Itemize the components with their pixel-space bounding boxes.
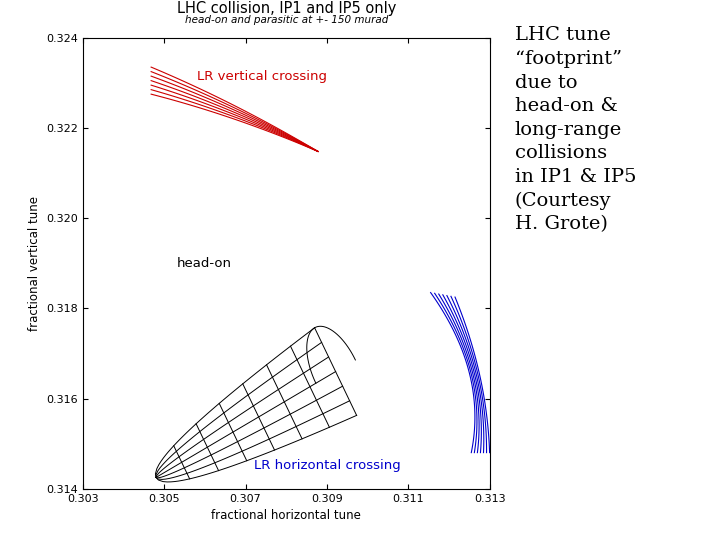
Text: LR vertical crossing: LR vertical crossing — [197, 70, 327, 83]
Text: head-on: head-on — [176, 256, 231, 270]
Y-axis label: fractional vertical tune: fractional vertical tune — [27, 195, 40, 330]
Text: LHC tune
“footprint”
due to
head-on &
long-range
collisions
in IP1 & IP5
(Courte: LHC tune “footprint” due to head-on & lo… — [515, 26, 636, 233]
X-axis label: fractional horizontal tune: fractional horizontal tune — [211, 509, 361, 522]
Text: head-on and parasitic at +- 150 murad: head-on and parasitic at +- 150 murad — [184, 15, 388, 25]
Text: LR horizontal crossing: LR horizontal crossing — [253, 460, 400, 472]
Title: LHC collision, IP1 and IP5 only: LHC collision, IP1 and IP5 only — [176, 1, 396, 16]
